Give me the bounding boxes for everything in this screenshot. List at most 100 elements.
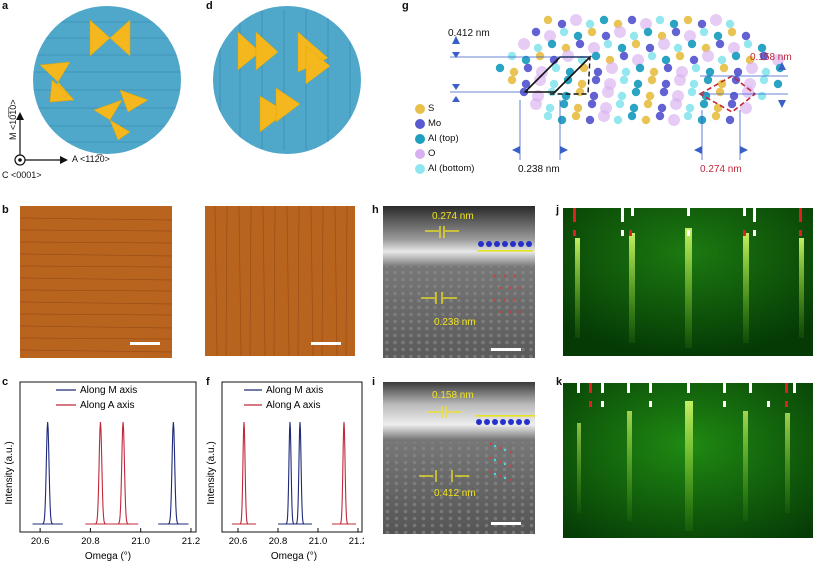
- atom: [691, 63, 701, 73]
- legend-label-m: Along M axis: [266, 385, 323, 396]
- atom: [757, 43, 767, 53]
- panel-label-g: g: [402, 0, 409, 12]
- atom: [562, 50, 574, 62]
- atom: [702, 50, 714, 62]
- i-bottom-spacing-label: 0.412 nm: [434, 488, 476, 499]
- atom: [661, 79, 671, 89]
- atom: [643, 27, 653, 37]
- panel-label-c: c: [2, 376, 9, 388]
- structure-legend: [415, 104, 425, 174]
- panel-k-rheed-pattern: [563, 383, 813, 538]
- atom: [557, 115, 567, 125]
- panel-label-b: b: [2, 204, 9, 216]
- atom: [559, 99, 569, 109]
- atom: [588, 42, 600, 54]
- atom: [535, 51, 545, 61]
- panel-label-i: i: [372, 376, 376, 388]
- atom: [603, 39, 613, 49]
- legend-s: S: [428, 103, 435, 114]
- atom: [759, 51, 769, 61]
- atom: [647, 51, 657, 61]
- atom: [518, 38, 530, 50]
- atom: [587, 27, 597, 37]
- wafer-disc: [33, 6, 181, 154]
- atom: [649, 67, 659, 77]
- atom: [759, 75, 769, 85]
- atom: [523, 63, 533, 73]
- atom: [658, 38, 670, 50]
- atom: [717, 79, 727, 89]
- plot-frame: [221, 381, 363, 533]
- atom: [633, 79, 643, 89]
- atom: [585, 115, 595, 125]
- y-axis-label: Intensity (a.u.): [206, 441, 217, 504]
- atom: [663, 63, 673, 73]
- atom: [685, 103, 695, 113]
- x-axis-label: Omega (°): [271, 551, 317, 562]
- atom: [544, 30, 556, 42]
- panel-j-rheed-pattern: [563, 208, 813, 356]
- atom: [671, 27, 681, 37]
- wafer-disc: [213, 6, 361, 154]
- atom: [713, 31, 723, 41]
- atom: [619, 75, 629, 85]
- atom: [761, 67, 771, 77]
- atom: [547, 39, 557, 49]
- atom: [561, 91, 571, 101]
- atom: [717, 55, 727, 65]
- atom: [727, 27, 737, 37]
- atom: [687, 39, 697, 49]
- atom: [729, 91, 739, 101]
- atom: [661, 55, 671, 65]
- axes-diagram: [14, 112, 68, 166]
- legend-al-top: Al (top): [428, 133, 459, 144]
- atom: [627, 15, 637, 25]
- atom: [627, 111, 637, 121]
- atom: [670, 98, 682, 110]
- dim-0412-label: 0.412 nm: [448, 28, 490, 39]
- atom: [641, 115, 651, 125]
- x-tick-label: 21.0: [309, 536, 328, 547]
- atom: [640, 18, 652, 30]
- panel-label-f: f: [206, 376, 210, 388]
- atom: [575, 39, 585, 49]
- atom: [711, 111, 721, 121]
- scale-bar: [130, 342, 160, 345]
- atom: [773, 79, 783, 89]
- panel-f-xrd-chart: Intensity (a.u.) Omega (°) 20.6 20.8 21.0 2…: [206, 381, 364, 562]
- atom: [727, 99, 737, 109]
- dim-0158-label: 0.158 nm: [750, 52, 792, 63]
- atom: [699, 99, 709, 109]
- m-axis-label: M <10̅1̅0>: [8, 99, 18, 140]
- atom: [645, 43, 655, 53]
- legend-al-bottom: Al (bottom): [428, 163, 475, 174]
- atom: [557, 19, 567, 29]
- atom: [668, 114, 680, 126]
- x-tick-label: 20.8: [269, 536, 288, 547]
- atom: [687, 87, 697, 97]
- atom: [591, 51, 601, 61]
- legend-label-m: Along M axis: [80, 385, 137, 396]
- atom: [746, 62, 758, 74]
- atom: [684, 30, 696, 42]
- plot-frame: [19, 381, 197, 533]
- atom: [507, 51, 517, 61]
- atom: [543, 111, 553, 121]
- atom: [715, 87, 725, 97]
- x-tick-label: 21.0: [131, 536, 150, 547]
- atom: [534, 74, 546, 86]
- a-axis-label: A <112̅0>: [72, 154, 110, 164]
- atom: [675, 51, 685, 61]
- atom: [575, 87, 585, 97]
- atom: [585, 19, 595, 29]
- atom: [731, 51, 741, 61]
- legend-o: O: [428, 148, 436, 159]
- atom: [551, 63, 561, 73]
- atom: [719, 63, 729, 73]
- atom: [757, 91, 767, 101]
- atom: [495, 63, 505, 73]
- x-tick-label: 20.8: [81, 536, 100, 547]
- atom: [725, 115, 735, 125]
- atom: [521, 55, 531, 65]
- atom: [599, 15, 609, 25]
